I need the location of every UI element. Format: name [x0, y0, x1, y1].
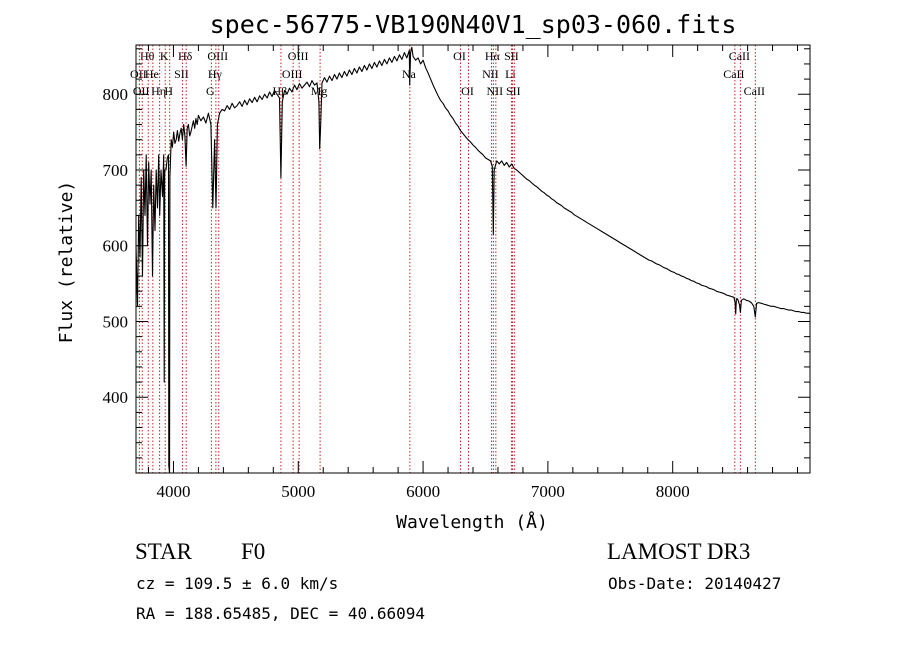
line-marker-label: Hθ [140, 49, 155, 63]
line-marker-label: K [160, 49, 169, 63]
ra-dec: RA = 188.65485, DEC = 40.66094 [136, 604, 425, 623]
line-marker-label: Hη [151, 84, 166, 98]
line-marker-label: CaII [723, 67, 744, 81]
object-subclass: F0 [241, 539, 266, 564]
line-marker-label: Li [505, 67, 516, 81]
redshift-cz: cz = 109.5 ± 6.0 km/s [136, 574, 339, 593]
line-marker-label: He [145, 67, 159, 81]
x-axis-label: Wavelength (Å) [396, 511, 548, 533]
observation-date: Obs-Date: 20140427 [608, 574, 782, 593]
line-marker-label: SII [174, 67, 189, 81]
chart-title: spec-56775-VB190N40V1_sp03-060.fits [210, 10, 737, 39]
survey-name: LAMOST DR3 [607, 539, 751, 564]
line-marker-label: Hδ [178, 49, 193, 63]
y-tick-label: 400 [103, 388, 129, 407]
y-axis-label: Flux (relative) [56, 181, 77, 344]
line-marker-label: OIII [207, 49, 228, 63]
line-marker-label: OII [133, 84, 150, 98]
spectrum-line [135, 46, 811, 474]
line-marker-label: H [164, 84, 173, 98]
line-marker-label: OI [453, 49, 466, 63]
x-tick-label: 6000 [406, 482, 440, 501]
x-tick-label: 7000 [531, 482, 565, 501]
y-tick-label: 800 [103, 85, 129, 104]
y-tick-label: 700 [103, 161, 129, 180]
axis-ticks: 4000 5000 6000 7000 8000 400 500 600 700 800 [103, 45, 810, 501]
x-tick-label: 5000 [281, 482, 315, 501]
line-marker-label: G [206, 84, 215, 98]
line-marker-label: Mg [311, 84, 328, 98]
line-marker-label: Hα [485, 49, 501, 63]
line-marker-label: NII [482, 67, 499, 81]
line-marker-label: Hγ [208, 67, 223, 81]
plot-frame [135, 44, 811, 474]
line-marker-label: CaII [744, 84, 765, 98]
y-tick-label: 500 [103, 312, 129, 331]
object-class: STAR [135, 539, 192, 564]
line-marker-label: OIII [282, 67, 303, 81]
line-marker-label: SII [504, 49, 519, 63]
line-marker-label: SII [506, 84, 521, 98]
line-marker-label: CaII [729, 49, 750, 63]
y-tick-label: 600 [103, 237, 129, 256]
line-marker-label: NII [487, 84, 504, 98]
line-marker-label: OI [461, 84, 474, 98]
spectrum-series [135, 46, 811, 474]
x-tick-label: 4000 [156, 482, 190, 501]
x-tick-label: 8000 [656, 482, 690, 501]
